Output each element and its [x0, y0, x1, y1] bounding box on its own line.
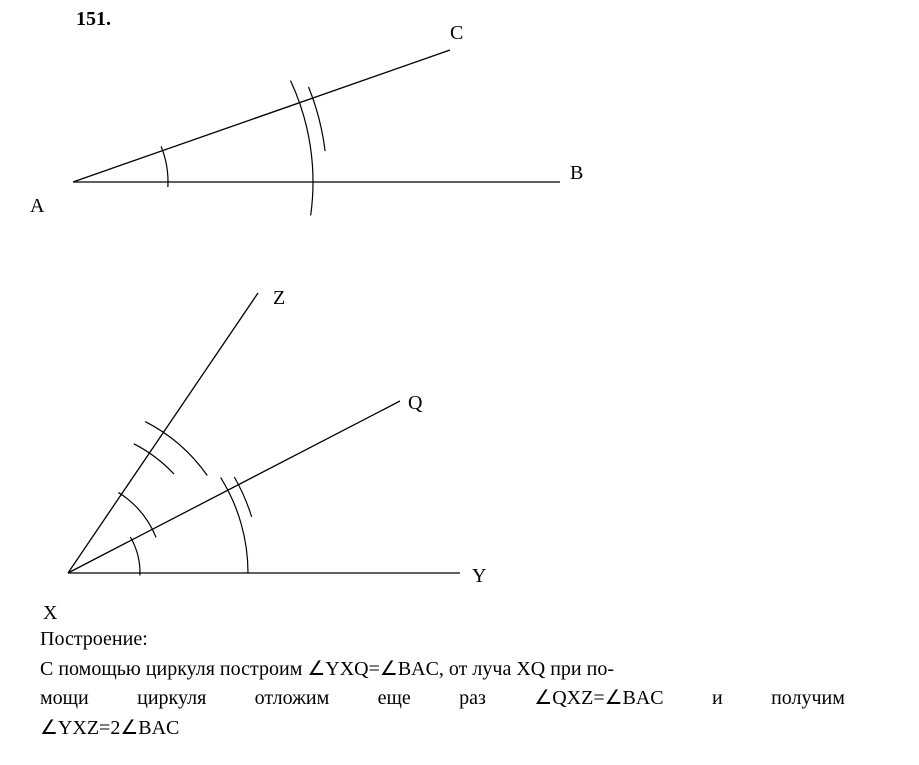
label-q: Q — [408, 392, 422, 415]
w3: отложим — [255, 684, 330, 714]
construction-heading: Построение: — [40, 625, 845, 655]
w7: и — [712, 684, 723, 714]
label-x: X — [43, 602, 57, 625]
label-b: B — [570, 162, 583, 185]
arc-outer-tick — [134, 444, 174, 474]
arc-outer-z — [145, 422, 207, 476]
label-z: Z — [273, 287, 285, 310]
w2: циркуля — [137, 684, 206, 714]
arc-large-bac — [291, 81, 313, 216]
w8: получим — [771, 684, 845, 714]
w4: еще — [378, 684, 411, 714]
label-c: C — [450, 22, 463, 45]
ray-ac — [73, 50, 450, 182]
arc-small-yxq — [130, 537, 140, 576]
label-y: Y — [472, 565, 486, 588]
body-line-2: мощи циркуля отложим еще раз ∠QXZ=∠BAC и… — [40, 684, 845, 714]
ray-xz — [68, 293, 258, 573]
body-line-3: ∠YXZ=2∠BAC — [40, 714, 845, 744]
body-line-1: С помощью циркуля построим ∠YXQ=∠BAC, от… — [40, 655, 845, 685]
construction-text: Построение: С помощью циркуля построим ∠… — [40, 625, 845, 743]
w5: раз — [459, 684, 486, 714]
figure-angle-yxz — [30, 285, 530, 615]
label-a: A — [30, 195, 44, 218]
w1: мощи — [40, 684, 89, 714]
w6: ∠QXZ=∠BAC — [534, 684, 663, 714]
arc-small-bac — [161, 146, 168, 187]
ray-xq — [68, 401, 400, 573]
figure-angle-bac — [30, 15, 590, 235]
